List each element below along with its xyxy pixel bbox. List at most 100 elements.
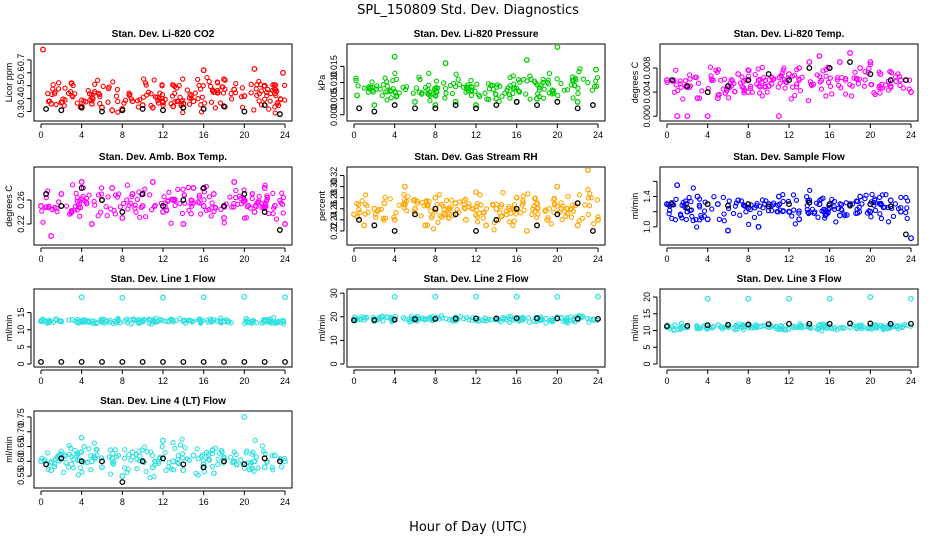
x-tick-label: 24	[280, 130, 290, 140]
cloud-point	[693, 216, 699, 223]
cloud-point	[673, 67, 679, 73]
data-point	[200, 203, 207, 209]
cloud-point	[876, 83, 883, 89]
cloud-point	[782, 85, 788, 91]
cloud-point	[595, 214, 601, 220]
cloud-point	[769, 208, 775, 214]
cloud-point	[273, 319, 279, 325]
cloud-point	[142, 186, 148, 192]
plot-frame	[33, 410, 293, 489]
chart-title: Stan. Dev. Li-820 Pressure	[414, 29, 539, 40]
x-tick-label: 20	[552, 376, 562, 386]
data-point	[836, 59, 843, 65]
cloud-point	[400, 315, 407, 321]
data-point	[725, 227, 731, 234]
data-point	[371, 102, 378, 109]
x-tick-label: 24	[593, 254, 603, 264]
data-point	[354, 92, 360, 99]
data-point	[412, 211, 418, 218]
x-tick-label: 8	[746, 376, 751, 386]
y-axis-label: degrees C	[4, 185, 14, 227]
cloud-point	[466, 201, 472, 207]
cloud-point	[384, 97, 390, 103]
cloud-point	[357, 209, 363, 216]
cloud-point	[354, 200, 360, 207]
cloud-point	[793, 84, 800, 90]
cloud-point	[887, 68, 893, 75]
cloud-point	[233, 187, 239, 194]
data-point	[493, 216, 500, 223]
cloud-point	[82, 319, 88, 325]
chart-title: Stan. Dev. Line 3 Flow	[737, 274, 842, 285]
data-point	[867, 208, 874, 215]
data-point	[241, 358, 248, 365]
x-tick-label: 4	[705, 254, 710, 264]
data-point	[554, 293, 561, 300]
cloud-point	[541, 86, 547, 92]
plot-frame	[346, 288, 606, 368]
x-tick-label: 4	[392, 130, 397, 140]
data-point	[58, 191, 65, 197]
cloud-point	[884, 325, 891, 332]
cloud-point	[781, 65, 787, 71]
data-point	[282, 358, 288, 365]
cloud-point	[751, 214, 758, 220]
cloud-point	[756, 83, 762, 89]
y-tick-label: 0.24	[329, 211, 339, 229]
cloud-point	[243, 318, 249, 324]
data-point	[902, 77, 909, 84]
cloud-point	[422, 317, 428, 323]
cloud-point	[427, 89, 433, 95]
x-tick-label: 8	[433, 254, 438, 264]
cloud-point	[689, 213, 695, 220]
cloud-point	[737, 80, 744, 86]
cloud-point	[570, 95, 576, 101]
plot-frame	[659, 43, 919, 122]
cloud-point	[498, 204, 504, 210]
cloud-point	[189, 203, 195, 209]
data-point	[902, 231, 909, 238]
cloud-point	[745, 67, 751, 73]
cloud-point	[694, 323, 700, 329]
data-point	[442, 211, 449, 218]
cloud-point	[218, 315, 224, 321]
cloud-point	[252, 203, 258, 209]
cloud-point	[136, 214, 143, 220]
data-point	[231, 86, 238, 93]
cloud-point	[97, 93, 103, 100]
data-point	[391, 216, 398, 223]
cloud-point	[564, 87, 571, 93]
cloud-point	[380, 318, 386, 324]
data-point	[78, 185, 85, 191]
cloud-point	[134, 98, 141, 104]
cloud-point	[822, 215, 828, 221]
y-tick-label: 0.000	[329, 104, 339, 127]
data-point	[78, 179, 85, 185]
data-point	[908, 235, 914, 242]
cloud-point	[129, 193, 135, 200]
cloud-point	[686, 72, 693, 78]
cloud-point	[130, 316, 136, 322]
y-tick-label: 0.30	[329, 178, 339, 196]
data-point	[180, 100, 187, 107]
x-tick-label: 8	[746, 130, 751, 140]
cloud-point	[792, 221, 798, 227]
cloud-point	[231, 204, 237, 210]
data-point	[786, 320, 792, 327]
cloud-point	[585, 186, 591, 193]
cloud-point	[86, 192, 92, 198]
cloud-point	[264, 194, 271, 201]
data-point	[391, 53, 398, 60]
data-point	[745, 321, 752, 328]
cloud-point	[510, 90, 516, 97]
cloud-point	[558, 80, 564, 87]
data-point	[867, 320, 874, 327]
x-tick-label: 20	[239, 497, 249, 507]
cloud-point	[53, 101, 59, 108]
cloud-point	[241, 215, 248, 221]
cloud-point	[781, 327, 787, 333]
cloud-point	[84, 201, 90, 207]
chart-panel-5: Stan. Dev. Gas Stream RH0 4 8 12 16 20 240.220…	[317, 152, 606, 264]
data-point	[704, 295, 711, 302]
cloud-point	[500, 314, 506, 321]
